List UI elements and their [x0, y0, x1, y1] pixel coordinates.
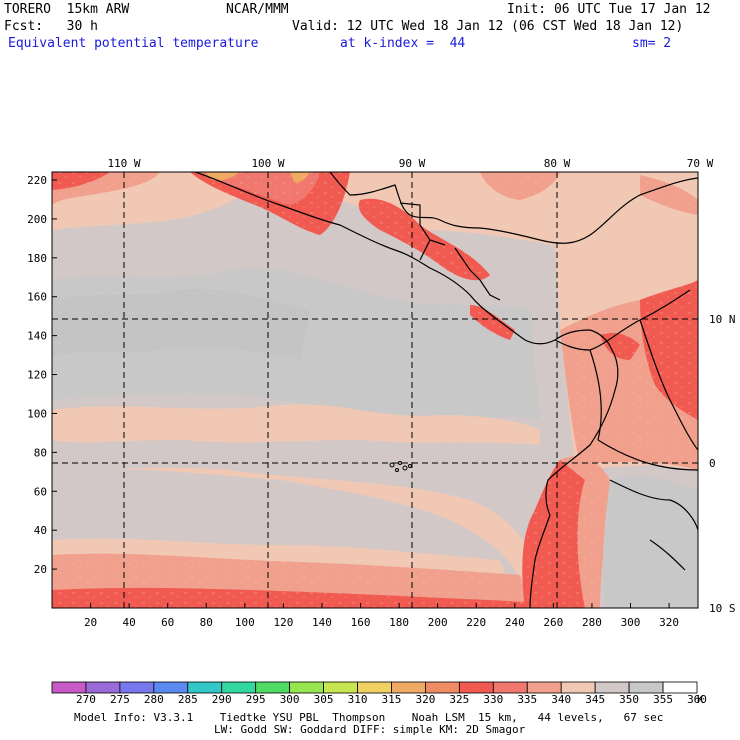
level-label: at k-index = 44	[340, 36, 466, 51]
x-tick-label: 300	[621, 616, 641, 629]
y-tick-label: 140	[27, 330, 47, 343]
x-tick-label: 320	[659, 616, 679, 629]
x-tick-label: 120	[273, 616, 293, 629]
x-tick-label: 280	[582, 616, 602, 629]
colorbar-swatch	[51, 681, 87, 694]
x-axis-labels: 20 40 60 80 100 120 140 160 180 200 220 240 260 280 30…	[84, 616, 679, 629]
init-time: Init: 06 UTC Tue 17 Jan 12	[507, 2, 711, 17]
x-tick-label: 220	[466, 616, 486, 629]
colorbar	[51, 681, 698, 694]
colorbar-label: 350	[619, 693, 639, 706]
colorbar-label: 325	[449, 693, 469, 706]
x-tick-label: 60	[161, 616, 174, 629]
colorbar-swatch	[425, 681, 460, 694]
lat-label: 10 S	[709, 602, 736, 615]
model-info-line2: LW: Godd SW: Goddard DIFF: simple KM: 2D…	[214, 723, 526, 736]
y-tick-label: 20	[34, 563, 47, 576]
colorbar-swatch	[289, 681, 324, 694]
colorbar-swatch	[391, 681, 426, 694]
colorbar-swatch	[458, 681, 494, 694]
plot-frame	[51, 171, 699, 609]
colorbar-label: 330	[483, 693, 503, 706]
y-tick-label: 40	[34, 524, 47, 537]
y-tick-label: 120	[27, 369, 47, 382]
galapagos-islands	[389, 461, 412, 472]
coastlines	[194, 172, 698, 608]
colorbar-label: 290	[212, 693, 232, 706]
x-tick-label: 260	[543, 616, 563, 629]
longitude-labels: 110 W 100 W 90 W 80 W 70 W	[107, 157, 713, 170]
smoothing-label: sm= 2	[632, 36, 672, 51]
colorbar-label: 270	[76, 693, 96, 706]
colorbar-swatch	[255, 681, 291, 694]
lon-label: 100 W	[251, 157, 284, 170]
x-tick-label: 240	[505, 616, 525, 629]
colorbar-swatch	[628, 681, 664, 694]
lon-label: 70 W	[687, 157, 714, 170]
x-tick-label: 160	[351, 616, 371, 629]
axis-ticks	[52, 179, 670, 608]
colorbar-swatch	[662, 681, 698, 694]
colorbar-swatch	[119, 681, 155, 694]
x-tick-label: 180	[389, 616, 409, 629]
colorbar-label: 320	[415, 693, 435, 706]
colorbar-label: 310	[348, 693, 368, 706]
colorbar-label: 340	[551, 693, 571, 706]
forecast-hour: Fcst: 30 h	[4, 19, 98, 34]
model-info-line1: Model Info: V3.3.1 Tiedtke YSU PBL Thomp…	[74, 711, 664, 724]
colorbar-label: 360	[687, 693, 707, 706]
x-tick-label: 80	[200, 616, 213, 629]
colorbar-swatch	[526, 681, 562, 694]
colorbar-swatch	[85, 681, 121, 694]
colorbar-swatch	[187, 681, 223, 694]
lon-label: 110 W	[107, 157, 140, 170]
colorbar-label: 285	[178, 693, 198, 706]
y-tick-label: 100	[27, 407, 47, 420]
lat-label: 0	[709, 457, 716, 470]
colorbar-unit: K	[697, 693, 704, 706]
model-title: TORERO 15km ARW	[4, 2, 130, 17]
colorbar-label: 275	[110, 693, 130, 706]
colorbar-label: 295	[246, 693, 266, 706]
valid-time: Valid: 12 UTC Wed 18 Jan 12 (06 CST Wed …	[292, 19, 684, 34]
x-tick-label: 200	[428, 616, 448, 629]
colorbar-swatch	[221, 681, 257, 694]
colorbar-label: 315	[382, 693, 402, 706]
y-tick-label: 180	[27, 252, 47, 265]
colorbar-swatch	[492, 681, 528, 694]
field-name: Equivalent potential temperature	[8, 36, 259, 51]
x-tick-label: 140	[312, 616, 332, 629]
colorbar-label: 300	[280, 693, 300, 706]
x-tick-label: 40	[123, 616, 136, 629]
latitude-labels: 10 N 0 10 S	[709, 313, 736, 615]
colorbar-labels: 270 275 280 285 290 295 300 305 310 315 320 325 330 3…	[76, 693, 707, 706]
y-tick-label: 60	[34, 485, 47, 498]
graticule	[52, 172, 698, 608]
colorbar-swatch	[594, 681, 630, 694]
x-tick-label: 100	[235, 616, 255, 629]
colorbar-swatch	[357, 681, 392, 694]
colorbar-swatch	[153, 681, 189, 694]
colorbar-swatch	[323, 681, 358, 694]
x-tick-label: 20	[84, 616, 97, 629]
y-tick-label: 160	[27, 291, 47, 304]
org-label: NCAR/MMM	[226, 2, 289, 17]
lat-label: 10 N	[709, 313, 736, 326]
colorbar-label: 305	[314, 693, 334, 706]
colorbar-label: 355	[653, 693, 673, 706]
lon-label: 80 W	[544, 157, 571, 170]
field-shading	[52, 172, 698, 608]
y-tick-label: 220	[27, 174, 47, 187]
colorbar-label: 280	[144, 693, 164, 706]
colorbar-label: 335	[517, 693, 537, 706]
y-tick-label: 80	[34, 446, 47, 459]
colorbar-label: 345	[585, 693, 605, 706]
y-tick-label: 200	[27, 213, 47, 226]
y-axis-labels: 20 40 60 80 100 120 140 160 180 200 220	[27, 174, 47, 576]
lon-label: 90 W	[399, 157, 426, 170]
colorbar-swatch	[560, 681, 596, 694]
